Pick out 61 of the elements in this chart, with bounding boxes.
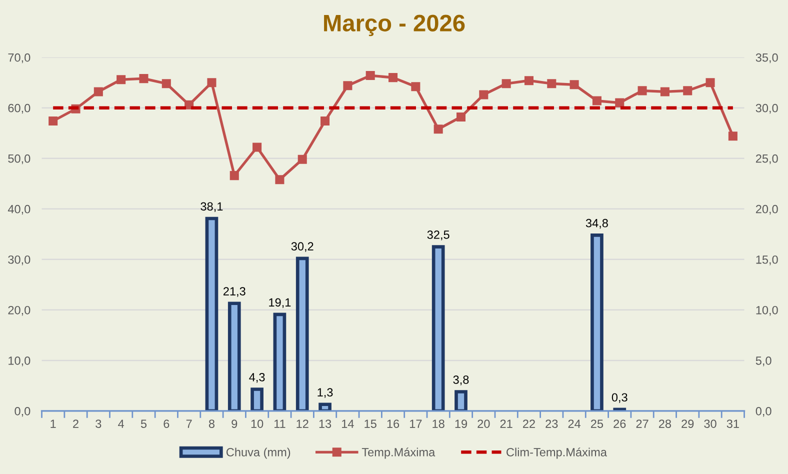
x-tick-label: 25 [590, 420, 604, 428]
y2-tick-label: 0,0 [756, 406, 772, 417]
data-label: 4,3 [249, 372, 265, 383]
data-label: 38,1 [200, 202, 223, 212]
x-tick-label: 3 [96, 420, 102, 428]
x-tick-label: 19 [455, 420, 468, 428]
x-tick-label: 12 [296, 420, 308, 428]
y-tick-label: 20,0 [8, 306, 30, 316]
y-tick-label: 10,0 [8, 356, 30, 366]
x-tick-label: 24 [568, 420, 581, 428]
x-tick-label: 4 [118, 420, 124, 428]
data-label: 34,8 [586, 218, 608, 229]
x-tick-label: 20 [478, 420, 490, 428]
chart-title: Março - 2026 [324, 14, 465, 36]
x-tick-label: 16 [387, 420, 400, 428]
y-tick-label: 60,0 [8, 104, 30, 114]
data-label: 30,2 [291, 242, 314, 252]
x-tick-label: 17 [410, 420, 422, 428]
y2-tick-label: 15,0 [756, 255, 778, 266]
x-tick-label: 26 [614, 420, 626, 428]
y-tick-label: 40,0 [8, 204, 30, 215]
x-tick-label: 28 [658, 420, 672, 428]
legend-label: Chuva (mm) [226, 448, 290, 459]
x-tick-label: 1 [50, 420, 56, 428]
y2-tick-label: 25,0 [756, 154, 778, 164]
x-tick-label: 30 [704, 420, 716, 428]
x-tick-label: 21 [500, 420, 512, 428]
y2-tick-label: 30,0 [756, 104, 778, 114]
y-tick-label: 50,0 [8, 154, 30, 164]
x-tick-label: 13 [319, 420, 332, 428]
y2-tick-label: 20,0 [756, 204, 778, 215]
y2-tick-label: 10,0 [756, 306, 778, 316]
y2-tick-label: 35,0 [756, 53, 778, 64]
y-tick-label: 0,0 [14, 406, 30, 417]
x-tick-label: 8 [208, 420, 214, 428]
x-tick-label: 27 [636, 420, 648, 428]
x-tick-label: 18 [432, 420, 444, 428]
legend-label: Temp.Máxima [362, 448, 436, 459]
x-tick-label: 9 [232, 420, 238, 428]
x-tick-label: 11 [274, 420, 286, 428]
legend-label: Clim-Temp.Máxima [506, 448, 607, 459]
data-label: 19,1 [269, 298, 291, 308]
data-label: 3,8 [453, 376, 469, 386]
x-tick-label: 10 [251, 420, 264, 428]
x-tick-label: 5 [140, 420, 147, 428]
x-tick-label: 14 [342, 420, 354, 428]
y2-tick-label: 5,0 [756, 356, 772, 366]
x-tick-label: 23 [546, 420, 558, 428]
x-tick-label: 7 [186, 420, 192, 428]
y-tick-label: 70,0 [8, 53, 30, 64]
y-tick-label: 30,0 [8, 255, 30, 266]
data-label: 21,3 [223, 287, 246, 297]
x-tick-label: 22 [523, 420, 535, 428]
data-label: 0,3 [612, 393, 628, 403]
x-tick-label: 6 [164, 420, 170, 428]
x-tick-label: 31 [726, 420, 739, 428]
data-label: 32,5 [427, 230, 450, 240]
data-label: 1,3 [318, 388, 333, 398]
x-tick-label: 15 [364, 420, 376, 428]
x-tick-label: 29 [682, 420, 694, 428]
x-tick-label: 2 [73, 420, 78, 428]
